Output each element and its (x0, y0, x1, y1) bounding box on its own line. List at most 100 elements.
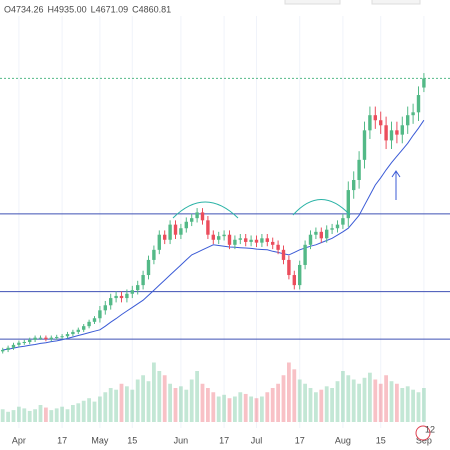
candle-body (244, 238, 248, 242)
volume-bar (33, 409, 37, 422)
volume-bar (233, 396, 237, 422)
volume-bar (54, 408, 59, 422)
candle-body (71, 331, 75, 335)
candle-body (6, 347, 10, 350)
volume-bar (162, 375, 167, 422)
volume-bar (254, 398, 259, 422)
volume-bar (405, 386, 410, 422)
volume-bar (81, 400, 86, 422)
candle-body (33, 337, 37, 340)
candle-body (65, 334, 70, 337)
x-tick-label: 17 (295, 435, 305, 445)
volume-bar (141, 375, 145, 422)
top-box (371, 0, 421, 5)
candle-body (136, 285, 140, 291)
volume-bar (76, 403, 81, 422)
candle-body (38, 337, 43, 339)
volume-bar (119, 383, 124, 422)
volume-bar (157, 371, 162, 422)
candle-body (87, 321, 91, 327)
candle-body (141, 275, 145, 286)
x-tick-label: 15 (127, 435, 137, 445)
levels (0, 77, 450, 340)
volume-bar (400, 388, 405, 422)
candle-body (76, 329, 80, 332)
volume-bar (87, 398, 91, 422)
candle-body (352, 180, 356, 191)
candle-body (22, 342, 26, 343)
volume-bar (308, 388, 313, 422)
candle-body (163, 234, 167, 240)
candles (1, 73, 426, 354)
volume-bar (281, 375, 286, 422)
volume-bar (416, 392, 421, 422)
candle-body (265, 238, 269, 242)
volume-bar (216, 396, 221, 422)
volume-bar (6, 411, 10, 422)
candle-body (254, 239, 259, 243)
volume-bar (341, 371, 345, 422)
volume-bar (71, 405, 75, 422)
volume-bar (17, 406, 21, 422)
volume-bar (65, 409, 70, 422)
volume-bar (260, 396, 264, 422)
volume-bar (238, 392, 243, 422)
legend-value: H4935.00 (48, 4, 87, 14)
candle-body (157, 234, 161, 250)
candle-body (389, 130, 394, 141)
x-tick-label: Apr (12, 435, 26, 445)
candle-body (146, 259, 151, 276)
x-tick-label: 15 (376, 435, 386, 445)
volume-bar (351, 379, 356, 422)
candle-body (227, 234, 232, 245)
candle-body (281, 249, 286, 260)
volume-bar (44, 407, 48, 422)
volume-bar (0, 409, 5, 422)
candle-body (249, 239, 253, 242)
candle-body (238, 238, 242, 240)
volume-bar (189, 379, 194, 422)
volume-bar (265, 392, 270, 422)
volume-bar (184, 389, 189, 422)
volume-bar (287, 362, 291, 422)
x-tick-label: Jul (251, 435, 263, 445)
volume-bar (60, 406, 64, 422)
volume-bar (195, 371, 199, 422)
candle-body (406, 115, 410, 126)
volume-bar (108, 388, 113, 422)
volume-bar (11, 410, 16, 422)
candle-body (422, 78, 426, 88)
volume-bar (357, 383, 361, 422)
candle-body (184, 221, 188, 229)
candle-body (152, 249, 156, 260)
candle-body (17, 342, 21, 345)
volume-bar (319, 389, 324, 422)
volume-bar (227, 398, 232, 422)
top-box (284, 0, 341, 5)
candle-body (211, 234, 215, 240)
candle-body (346, 190, 350, 219)
volume-bar (179, 386, 183, 422)
volume-bar (173, 388, 178, 422)
candle-body (379, 120, 383, 126)
badge: 12 (425, 424, 435, 434)
badge-icon (415, 425, 431, 441)
volume-bar (346, 375, 351, 422)
candle-body (341, 218, 345, 225)
candle-body (233, 239, 237, 245)
arrow-head (391, 170, 401, 178)
candle-body (49, 337, 53, 340)
legend-value: O4734.26 (4, 4, 44, 14)
candle-body (357, 159, 361, 180)
volume-bar (130, 389, 135, 422)
volume-bar (303, 383, 307, 422)
volume-bar (330, 388, 334, 422)
candle-body (103, 305, 107, 311)
x-tick-label: May (91, 435, 109, 445)
candle-body (114, 295, 118, 299)
candle-body (368, 115, 372, 131)
candle-body (168, 224, 172, 240)
volume-bar (125, 386, 129, 422)
volume-bar (384, 375, 388, 422)
